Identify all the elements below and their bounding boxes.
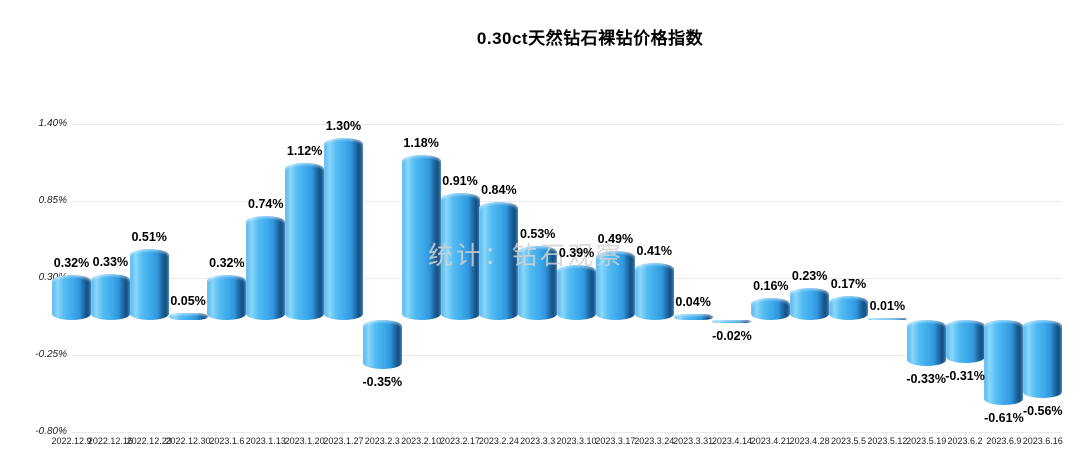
- value-label: -0.61%: [984, 411, 1024, 426]
- x-axis-tick-label: 2023.2.10: [401, 436, 442, 446]
- bar: [906, 320, 946, 367]
- x-axis-tick-label: 2023.1.20: [284, 436, 325, 446]
- x-axis-tick-label: 2023.2.17: [439, 436, 481, 446]
- x-axis-tick-label: 2022.12.16: [87, 436, 133, 446]
- x-axis-tick-label: 2022.12.9: [51, 436, 92, 446]
- x-axis-tick-label: 2023.4.28: [789, 436, 830, 446]
- value-label: 0.51%: [131, 229, 167, 244]
- value-label: -0.56%: [1022, 404, 1063, 419]
- x-axis-tick-label: 2023.2.24: [478, 436, 519, 446]
- gridline: [72, 432, 1062, 433]
- x-axis-tick-label: 2023.2.3: [364, 436, 400, 446]
- value-label: 0.49%: [597, 232, 634, 247]
- bar: [829, 296, 868, 320]
- bar: [285, 163, 325, 320]
- x-axis-tick-label: 2022.12.23: [126, 436, 172, 446]
- bar: [634, 262, 674, 320]
- bar: [790, 287, 830, 320]
- bar: [673, 314, 713, 320]
- value-label: 0.33%: [92, 254, 129, 269]
- value-label: 0.41%: [636, 243, 672, 258]
- x-axis-tick-label: 2023.3.24: [634, 436, 675, 446]
- x-axis-tick-label: 2023.1.27: [323, 436, 364, 446]
- y-axis-tick-label: -0.80%: [35, 426, 67, 437]
- y-axis-tick-label: 1.40%: [38, 118, 67, 129]
- bar: [52, 275, 91, 320]
- value-label: -0.02%: [712, 328, 752, 343]
- value-label: 0.74%: [248, 197, 284, 212]
- chart-title: 0.30ct天然钻石裸钻价格指数: [476, 29, 704, 48]
- value-label: 0.04%: [675, 295, 711, 310]
- bar: [751, 297, 791, 320]
- bar: [479, 202, 519, 320]
- bar: [401, 154, 441, 320]
- value-label: 0.39%: [558, 246, 595, 261]
- x-axis-tick-label: 2023.3.17: [595, 436, 636, 446]
- x-axis-tick-label: 2023.3.31: [673, 436, 714, 446]
- gridline: [72, 201, 1062, 202]
- bar: [984, 320, 1024, 406]
- bar: [440, 192, 480, 320]
- value-label: 0.32%: [209, 256, 245, 271]
- x-axis-tick-label: 2023.3.10: [556, 436, 597, 446]
- x-axis-tick-label: 2023.3.3: [520, 436, 556, 446]
- value-label: 0.05%: [170, 294, 206, 308]
- bar: [168, 313, 208, 320]
- x-axis-tick-label: 2023.5.19: [906, 436, 947, 446]
- value-label: 1.12%: [286, 144, 323, 159]
- bar: [207, 275, 247, 320]
- bar: [362, 320, 402, 369]
- x-axis-tick-label: 2023.6.16: [1022, 436, 1063, 446]
- bar: [557, 265, 597, 320]
- x-axis-tick-label: 2023.5.5: [830, 436, 867, 446]
- gridline: [72, 355, 1062, 356]
- bar: [867, 318, 907, 320]
- x-axis-tick-label: 2023.1.13: [245, 436, 286, 446]
- bar: [129, 248, 169, 320]
- value-label: 0.91%: [442, 173, 478, 188]
- bar: [246, 216, 286, 320]
- bar: [323, 138, 363, 320]
- x-axis-tick-label: 2023.4.21: [750, 436, 791, 446]
- value-label: 0.01%: [869, 299, 906, 313]
- x-axis-tick-label: 2023.5.12: [867, 436, 908, 446]
- bar: [518, 245, 558, 320]
- gridline: [72, 124, 1062, 125]
- value-label: -0.35%: [362, 375, 403, 389]
- x-axis-tick-label: 2023.1.6: [209, 436, 245, 446]
- y-axis-tick-label: -0.25%: [35, 349, 67, 360]
- value-label: 1.18%: [403, 135, 439, 150]
- value-label: 0.84%: [481, 183, 517, 198]
- bar: [90, 273, 130, 320]
- bar: [595, 251, 635, 320]
- value-label: -0.33%: [906, 372, 946, 387]
- value-label: 0.23%: [791, 268, 828, 283]
- bar: [1023, 320, 1063, 399]
- x-axis-tick-label: 2022.12.30: [165, 436, 211, 446]
- value-label: 1.30%: [325, 119, 362, 133]
- bar: [945, 320, 985, 364]
- bar: [712, 320, 752, 323]
- x-axis-tick-label: 2023.6.2: [947, 436, 983, 446]
- value-label: 0.53%: [519, 226, 556, 241]
- value-label: -0.31%: [945, 369, 985, 384]
- x-axis-tick-label: 2023.4.14: [711, 436, 752, 446]
- value-label: 0.17%: [830, 277, 867, 292]
- value-label: 0.32%: [53, 256, 90, 271]
- x-axis-tick-label: 2023.6.9: [986, 436, 1022, 446]
- value-label: 0.16%: [753, 278, 789, 293]
- y-axis-tick-label: 0.85%: [38, 195, 67, 206]
